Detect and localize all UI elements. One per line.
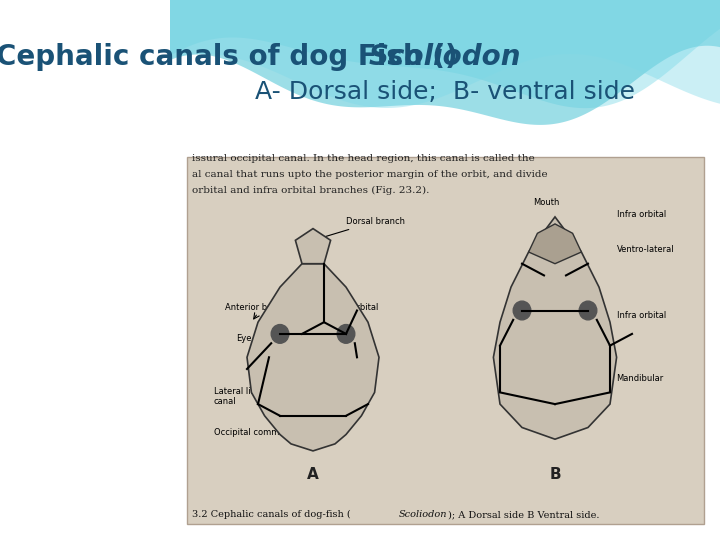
Text: ); A Dorsal side B Ventral side.: ); A Dorsal side B Ventral side. xyxy=(448,510,599,519)
Text: issural occipital canal. In the head region, this canal is called the: issural occipital canal. In the head reg… xyxy=(192,154,535,163)
Text: Scoliodon: Scoliodon xyxy=(369,43,521,71)
Text: ): ) xyxy=(445,43,458,71)
Text: A- Dorsal side;  B- ventral side: A- Dorsal side; B- ventral side xyxy=(255,80,635,104)
Polygon shape xyxy=(170,0,720,108)
Text: al canal that runs upto the posterior margin of the orbit, and divide: al canal that runs upto the posterior ma… xyxy=(192,170,548,179)
Text: 3.2 Cephalic canals of dog-fish (: 3.2 Cephalic canals of dog-fish ( xyxy=(192,510,351,519)
Polygon shape xyxy=(170,0,720,125)
Text: Cephalic canals of dog Fish (: Cephalic canals of dog Fish ( xyxy=(0,43,445,71)
Text: Scoliodon: Scoliodon xyxy=(398,510,446,519)
Text: orbital and infra orbital branches (Fig. 23.2).: orbital and infra orbital branches (Fig.… xyxy=(192,186,429,195)
Polygon shape xyxy=(170,0,720,108)
Bar xyxy=(186,157,703,524)
